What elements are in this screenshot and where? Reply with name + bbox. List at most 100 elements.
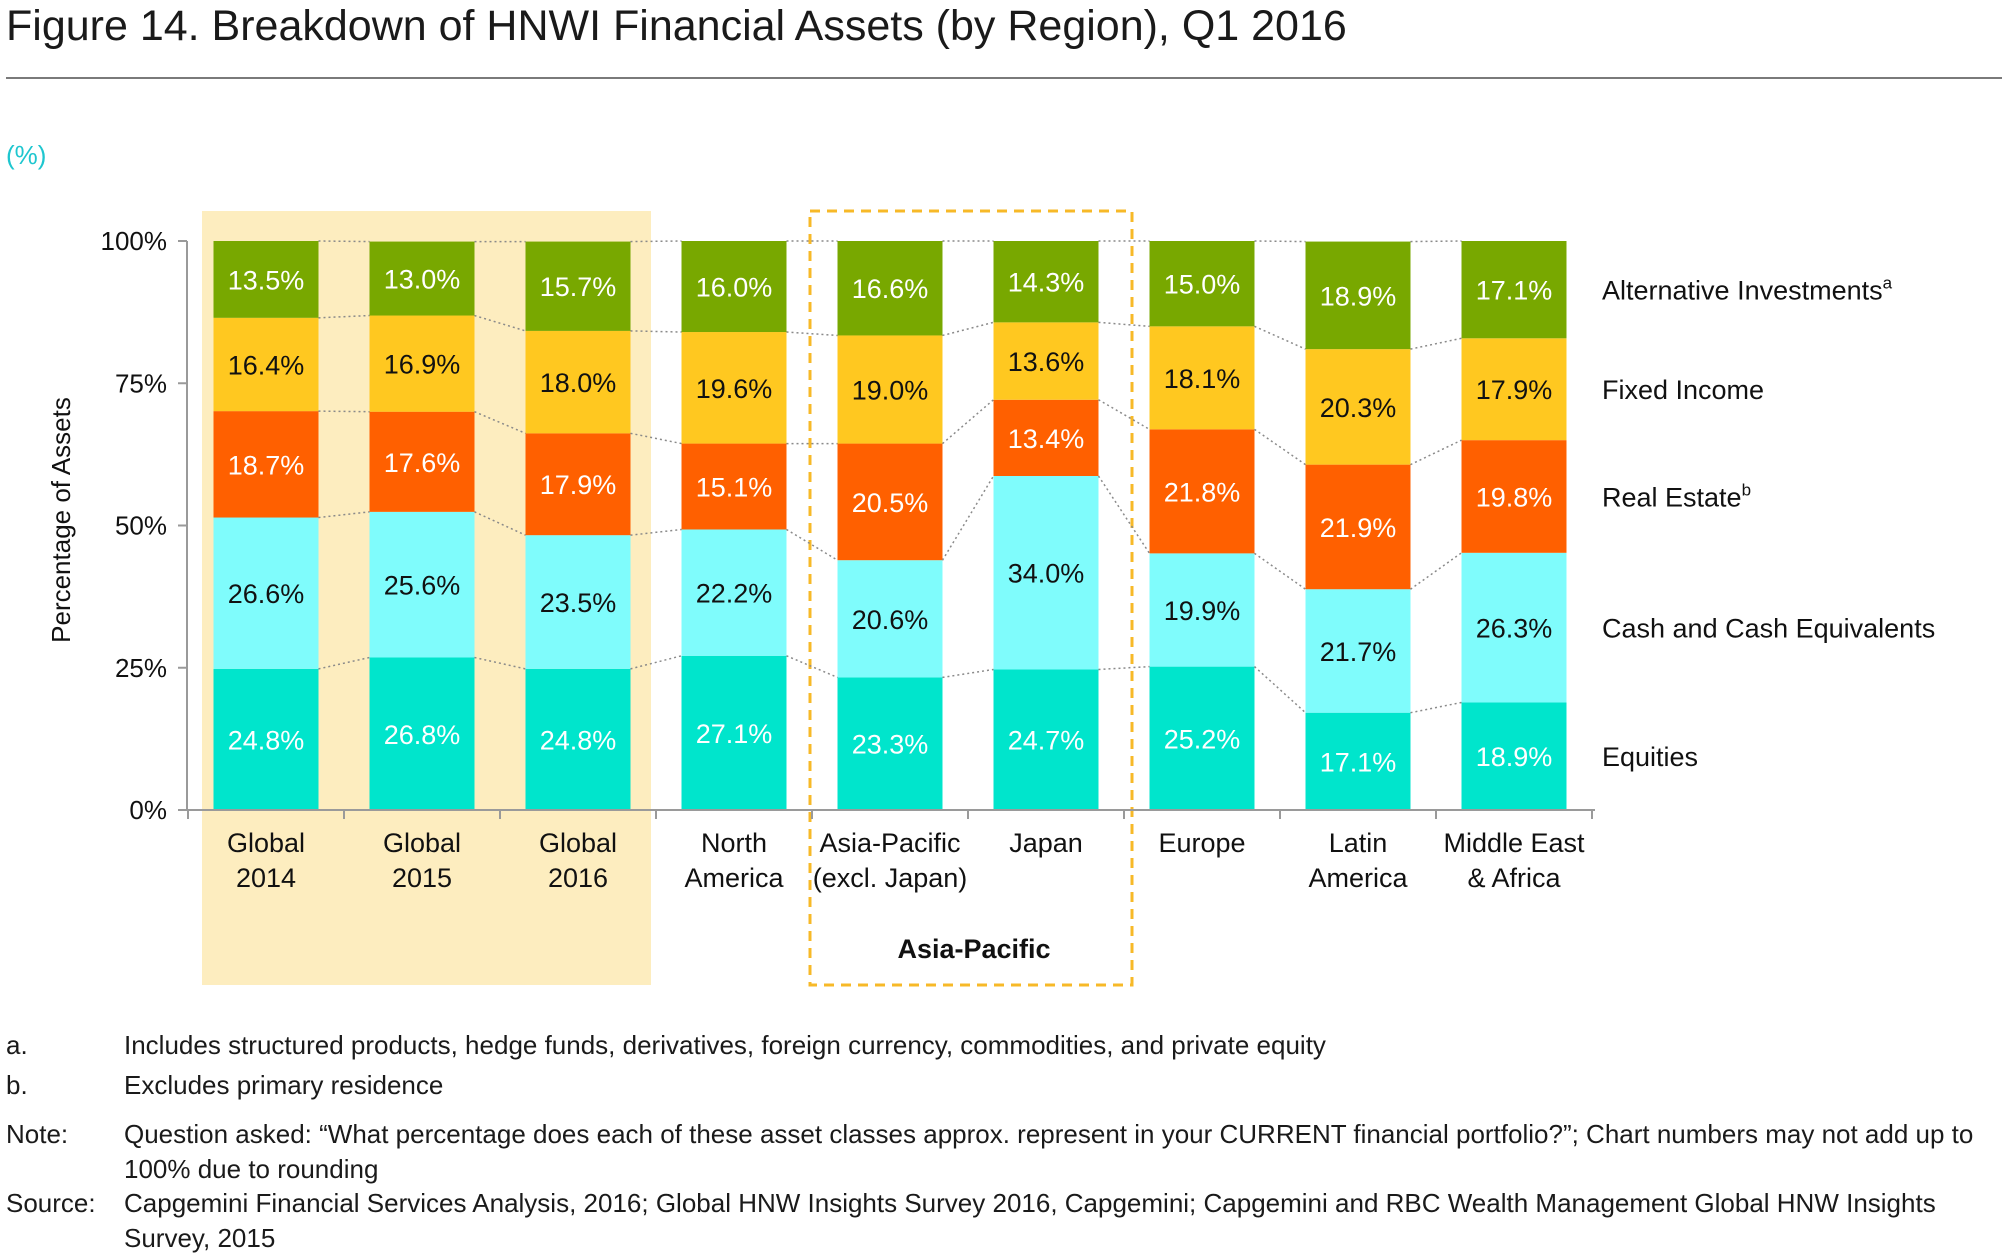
connector-line: [1410, 337, 1462, 350]
bar-segment: [837, 443, 943, 561]
connector-line: [474, 314, 526, 332]
data-label: 18.9%: [1476, 742, 1553, 772]
x-category-label: America: [1308, 863, 1408, 893]
connector-line: [630, 330, 682, 333]
x-category-label: Middle East: [1443, 828, 1585, 858]
bar-segment: [837, 335, 943, 444]
y-tick-label: 0%: [129, 795, 167, 825]
data-label: 26.3%: [1476, 614, 1553, 644]
data-label: 18.9%: [1320, 281, 1397, 311]
data-label: 17.9%: [1476, 375, 1553, 405]
unit-label: (%): [6, 140, 47, 170]
x-category-label: Japan: [1009, 828, 1083, 858]
data-label: 19.9%: [1164, 596, 1241, 626]
data-label: 19.6%: [696, 374, 773, 404]
bar-segment: [213, 668, 319, 810]
connector-line: [474, 511, 526, 536]
bar-segment: [837, 677, 943, 810]
connector-line: [318, 240, 370, 243]
data-label: 22.2%: [696, 579, 773, 609]
legend-entry: Fixed Income: [1602, 375, 1764, 405]
data-label: 25.2%: [1164, 724, 1241, 754]
legend-entry-label: Alternative Investments: [1602, 276, 1883, 306]
bar-segment: [1149, 429, 1255, 554]
data-label: 19.8%: [1476, 482, 1553, 512]
bar-segment: [369, 411, 475, 512]
connector-line: [318, 314, 370, 319]
bar-segment: [213, 517, 319, 669]
x-category-label: Latin: [1329, 828, 1388, 858]
x-category-label: Asia-Pacific: [819, 828, 960, 858]
bar-segment: [369, 315, 475, 412]
connector-line: [1254, 325, 1306, 350]
connector-line: [630, 240, 682, 243]
connector-line: [941, 475, 995, 561]
data-label: 21.9%: [1320, 513, 1397, 543]
data-label: 14.3%: [1008, 268, 1085, 298]
data-label: 13.6%: [1008, 347, 1085, 377]
data-label: 13.5%: [228, 265, 305, 295]
data-label: 18.7%: [228, 450, 305, 480]
bar-segment: [1461, 338, 1567, 441]
bar-segment: [213, 411, 319, 518]
connector-line: [318, 511, 370, 519]
data-label: 16.4%: [228, 350, 305, 380]
bar-segment: [993, 669, 1099, 810]
x-category-label: Europe: [1158, 828, 1245, 858]
x-category-label: 2015: [392, 863, 452, 893]
connector-line: [1098, 399, 1150, 430]
bar-segment: [1461, 702, 1567, 810]
bar-segment: [1149, 241, 1255, 327]
legend-entry: Real Estateb: [1602, 480, 1751, 512]
bar-segment: [837, 241, 943, 336]
group-label: Asia-Pacific: [897, 934, 1050, 964]
data-label: 16.6%: [852, 274, 929, 304]
data-label: 15.1%: [696, 473, 773, 503]
bar-segment: [1149, 326, 1255, 430]
bar-segment: [213, 241, 319, 318]
bar-segment: [993, 399, 1099, 476]
bar-segment: [525, 330, 631, 434]
connector-line: [942, 321, 994, 337]
footnote-source-key: Source:: [6, 1188, 96, 1218]
bar-segment: [993, 475, 1099, 670]
data-label: 17.1%: [1476, 276, 1553, 306]
connector-line: [630, 655, 682, 670]
legend-entry-label: Equities: [1602, 742, 1698, 772]
connector-line: [630, 528, 682, 536]
data-label: 19.0%: [852, 376, 929, 406]
data-label: 20.3%: [1320, 393, 1397, 423]
bar-segment: [681, 655, 787, 810]
connector-line: [1098, 321, 1150, 328]
data-label: 17.6%: [384, 448, 461, 478]
data-label: 23.3%: [852, 730, 929, 760]
connector-line: [318, 656, 370, 670]
connector-line: [1410, 552, 1462, 590]
bar-segment: [1305, 464, 1411, 590]
bar-segment: [369, 511, 475, 658]
footnote-b-key: b.: [6, 1070, 28, 1100]
data-label: 34.0%: [1008, 559, 1085, 589]
data-label: 24.8%: [540, 725, 617, 755]
bar-segment: [993, 322, 1099, 400]
connector-line: [942, 399, 994, 445]
bar-segment: [525, 668, 631, 810]
connector-line: [1410, 439, 1462, 466]
data-label: 23.5%: [540, 588, 617, 618]
data-label: 17.1%: [1320, 747, 1397, 777]
x-category-label: North: [701, 828, 767, 858]
bar-segment: [1461, 440, 1567, 553]
legend-superscript: a: [1883, 274, 1893, 293]
data-label: 21.8%: [1164, 477, 1241, 507]
bar-segment: [213, 317, 319, 412]
bar-segment: [1149, 666, 1255, 810]
y-tick-label: 75%: [115, 368, 167, 398]
connector-line: [1410, 701, 1462, 714]
connector-line: [1410, 240, 1462, 243]
data-label: 25.6%: [384, 571, 461, 601]
bar-segment: [525, 241, 631, 331]
connector-line: [1254, 552, 1306, 590]
footnote-note-key: Note:: [6, 1119, 69, 1149]
legend-entry: Alternative Investmentsa: [1602, 274, 1893, 306]
bar-segment: [681, 529, 787, 656]
